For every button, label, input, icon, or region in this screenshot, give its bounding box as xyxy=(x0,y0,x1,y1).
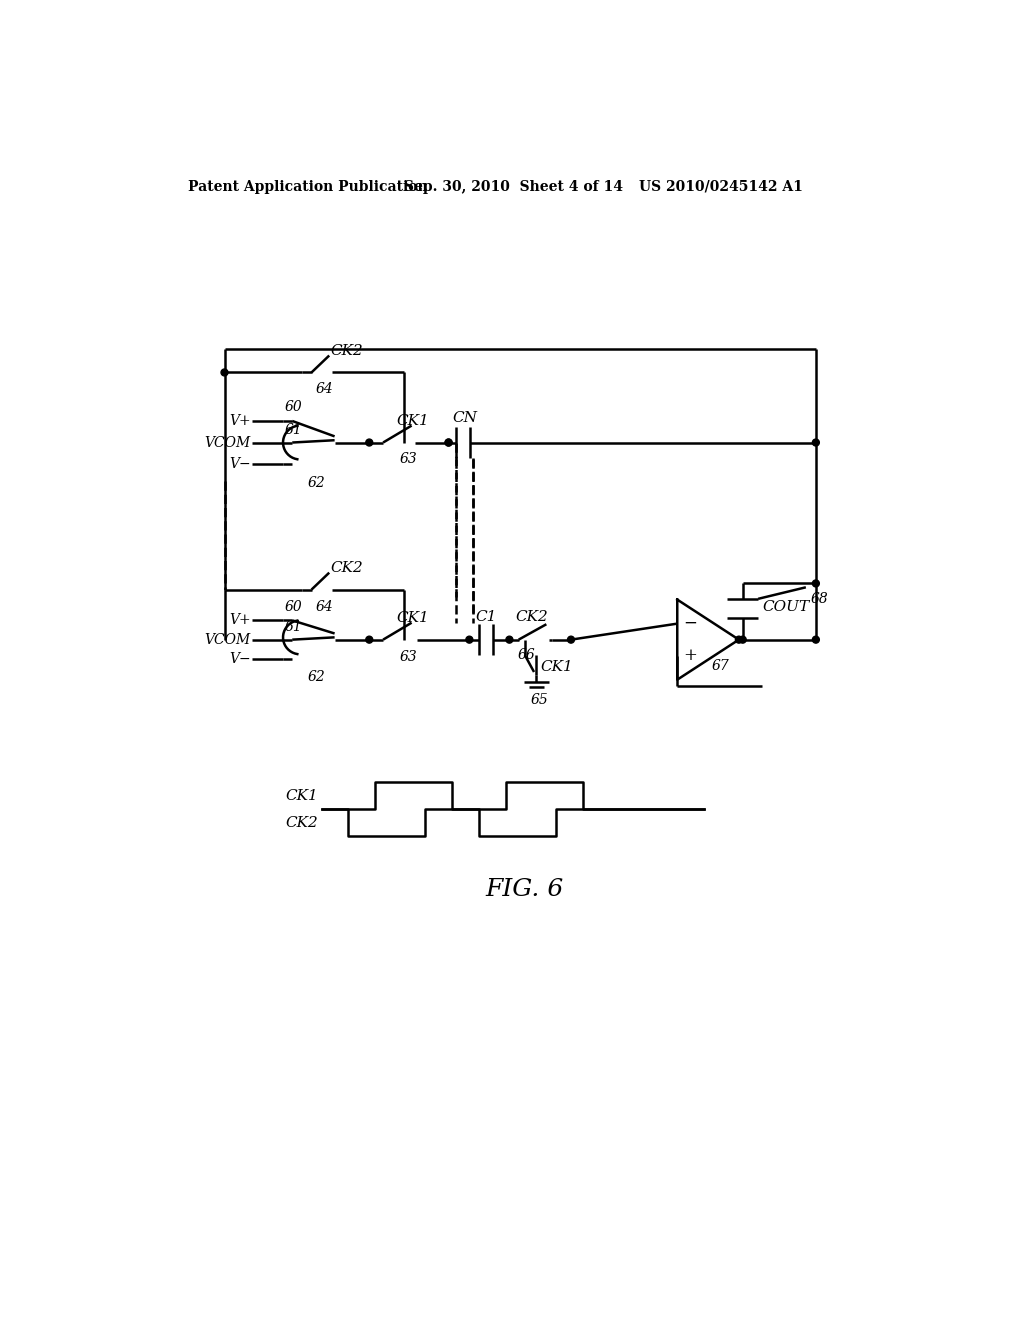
Text: CN: CN xyxy=(453,411,477,425)
Text: 62: 62 xyxy=(307,475,326,490)
Text: CK2: CK2 xyxy=(331,561,364,576)
Text: V−: V− xyxy=(229,457,251,471)
Text: VCOM: VCOM xyxy=(205,436,251,450)
Text: 64: 64 xyxy=(315,599,333,614)
Text: CK2: CK2 xyxy=(331,345,364,358)
Text: V+: V+ xyxy=(229,414,251,428)
Circle shape xyxy=(567,636,574,643)
Text: 64: 64 xyxy=(315,383,333,396)
Text: C1: C1 xyxy=(475,610,497,623)
Circle shape xyxy=(366,440,373,446)
Text: 61: 61 xyxy=(285,424,302,437)
Text: FIG. 6: FIG. 6 xyxy=(485,878,564,902)
Circle shape xyxy=(466,636,473,643)
Text: 63: 63 xyxy=(400,649,418,664)
Text: Patent Application Publication: Patent Application Publication xyxy=(188,180,428,194)
Text: −: − xyxy=(683,615,697,632)
Text: CK1: CK1 xyxy=(541,660,573,673)
Circle shape xyxy=(366,636,373,643)
Text: 60: 60 xyxy=(285,400,302,414)
Text: COUT: COUT xyxy=(762,599,809,614)
Text: US 2010/0245142 A1: US 2010/0245142 A1 xyxy=(639,180,803,194)
Circle shape xyxy=(445,440,452,446)
Text: Sep. 30, 2010  Sheet 4 of 14: Sep. 30, 2010 Sheet 4 of 14 xyxy=(403,180,623,194)
Text: 68: 68 xyxy=(810,591,828,606)
Text: VCOM: VCOM xyxy=(205,632,251,647)
Text: CK1: CK1 xyxy=(285,788,317,803)
Circle shape xyxy=(739,636,746,643)
Text: V+: V+ xyxy=(229,614,251,627)
Circle shape xyxy=(221,370,228,376)
Circle shape xyxy=(812,440,819,446)
Circle shape xyxy=(812,579,819,587)
Circle shape xyxy=(812,636,819,643)
Text: 67: 67 xyxy=(711,659,729,673)
Text: 65: 65 xyxy=(531,693,549,706)
Text: 60: 60 xyxy=(285,599,302,614)
Circle shape xyxy=(735,636,742,643)
Text: 66: 66 xyxy=(517,648,535,663)
Text: CK2: CK2 xyxy=(515,610,548,623)
Text: CK1: CK1 xyxy=(396,611,429,626)
Text: 61: 61 xyxy=(285,620,302,635)
Text: +: + xyxy=(683,647,697,664)
Circle shape xyxy=(506,636,513,643)
Text: V−: V− xyxy=(229,652,251,665)
Text: CK1: CK1 xyxy=(396,414,429,428)
Text: CK2: CK2 xyxy=(285,816,317,829)
Text: 62: 62 xyxy=(307,671,326,684)
Circle shape xyxy=(445,440,452,446)
Text: 63: 63 xyxy=(400,453,418,466)
